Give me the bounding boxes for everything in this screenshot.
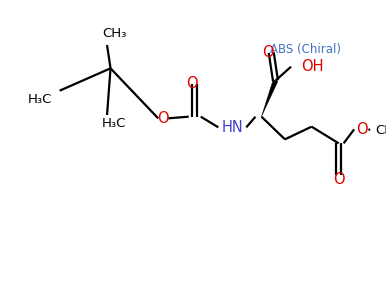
Text: OH: OH — [301, 59, 323, 74]
Text: O: O — [356, 122, 368, 137]
Text: O: O — [333, 172, 344, 188]
Text: O: O — [186, 76, 198, 92]
Text: H₃C: H₃C — [102, 117, 126, 130]
Text: CH₃: CH₃ — [375, 124, 386, 137]
Text: HN: HN — [222, 120, 243, 135]
Polygon shape — [261, 80, 278, 117]
Text: ABS (Chiral): ABS (Chiral) — [270, 43, 341, 56]
Text: CH₃: CH₃ — [102, 27, 126, 40]
Text: O: O — [262, 45, 274, 60]
Text: H₃C: H₃C — [28, 93, 52, 106]
Text: O: O — [157, 111, 169, 126]
